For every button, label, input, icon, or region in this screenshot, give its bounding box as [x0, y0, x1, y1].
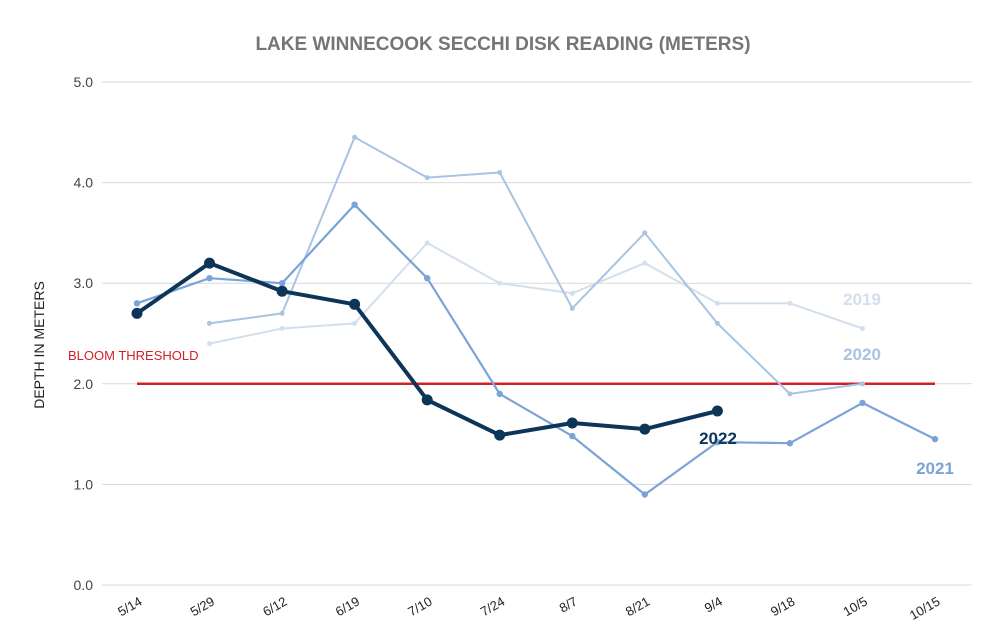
data-point-2020 [787, 391, 793, 397]
y-tick-label: 5.0 [74, 74, 94, 90]
chart-title: LAKE WINNECOOK SECCHI DISK READING (METE… [255, 34, 750, 55]
data-point-2020 [497, 170, 503, 175]
data-point-2021 [786, 440, 794, 447]
data-point-2021 [931, 435, 939, 443]
y-tick-label: 4.0 [74, 175, 94, 191]
x-tick-label: 10/15 [907, 594, 943, 623]
y-tick-labels: 0.0 1.0 2.0 3.0 4.0 5.0 [74, 74, 94, 593]
grid-lines [102, 81, 972, 586]
data-point-2020 [860, 381, 865, 387]
series-line-2021 [136, 203, 936, 496]
data-point-2021 [424, 275, 431, 282]
data-point-2019 [714, 300, 720, 306]
data-point-2021 [859, 399, 866, 407]
x-tick-label: 7/24 [478, 594, 507, 620]
data-point-2019 [207, 341, 212, 347]
data-point-2020 [207, 320, 212, 326]
y-tick-label: 3.0 [74, 275, 94, 291]
data-point-2022 [421, 394, 433, 406]
series-lines [131, 134, 939, 498]
data-point-2020 [424, 175, 430, 181]
series-line-2022 [135, 261, 718, 438]
data-point-2022 [204, 257, 215, 269]
data-point-2022 [566, 417, 578, 429]
data-point-2021 [569, 432, 576, 440]
data-point-2021 [206, 275, 213, 282]
series-label-2021: 2021 [916, 459, 954, 478]
series-2019 [207, 240, 865, 347]
data-point-2020 [352, 134, 358, 140]
series-line-2019 [209, 242, 863, 345]
y-tick-label: 2.0 [74, 376, 94, 392]
data-point-2019 [787, 300, 793, 306]
data-point-2021 [351, 201, 358, 208]
data-point-2022 [131, 307, 143, 319]
series-line-2020 [209, 136, 863, 395]
bloom-threshold-label: BLOOM THRESHOLD [68, 348, 199, 363]
y-axis-label: DEPTH IN METERS [31, 281, 47, 409]
series-labels: 2019 2020 2021 2022 [699, 290, 954, 478]
series-2020 [207, 134, 865, 397]
data-point-2021 [714, 438, 721, 446]
x-tick-label: 5/14 [115, 594, 144, 620]
series-2022 [131, 257, 723, 441]
data-point-2022 [711, 405, 723, 417]
x-tick-label: 8/7 [557, 594, 580, 616]
series-label-2022: 2022 [699, 429, 737, 448]
y-tick-label: 0.0 [74, 577, 94, 593]
data-point-2021 [278, 280, 286, 287]
x-tick-label: 9/18 [768, 594, 797, 620]
data-point-2019 [352, 320, 358, 326]
bloom-threshold: BLOOM THRESHOLD [68, 348, 935, 386]
series-2021 [133, 201, 939, 498]
data-point-2019 [860, 326, 865, 331]
x-tick-label: 8/21 [623, 594, 652, 620]
data-point-2019 [569, 290, 575, 296]
data-point-2021 [133, 300, 141, 307]
x-tick-labels: 5/14 5/29 6/12 6/19 7/10 7/24 8/7 8/21 9/4 9/18 10… [115, 594, 942, 623]
data-point-2019 [424, 240, 430, 246]
series-label-2020: 2020 [843, 345, 881, 364]
data-point-2020 [642, 230, 648, 236]
data-point-2020 [279, 310, 285, 316]
data-point-2022 [349, 298, 361, 310]
data-point-2020 [569, 305, 575, 311]
data-point-2020 [714, 320, 720, 326]
data-point-2019 [642, 260, 648, 266]
data-point-2019 [497, 280, 503, 286]
series-label-2019: 2019 [843, 290, 881, 309]
x-tick-label: 10/5 [841, 594, 870, 620]
x-tick-label: 9/4 [702, 594, 725, 616]
y-tick-label: 1.0 [74, 476, 94, 492]
x-tick-label: 6/12 [260, 594, 289, 620]
x-tick-label: 6/19 [333, 594, 362, 620]
data-point-2021 [641, 491, 648, 498]
x-tick-label: 5/29 [188, 594, 217, 620]
data-point-2022 [494, 429, 506, 441]
data-point-2021 [496, 390, 503, 398]
x-tick-label: 7/10 [405, 594, 434, 620]
data-point-2022 [276, 285, 288, 297]
data-point-2019 [279, 326, 285, 331]
data-point-2022 [639, 423, 651, 435]
